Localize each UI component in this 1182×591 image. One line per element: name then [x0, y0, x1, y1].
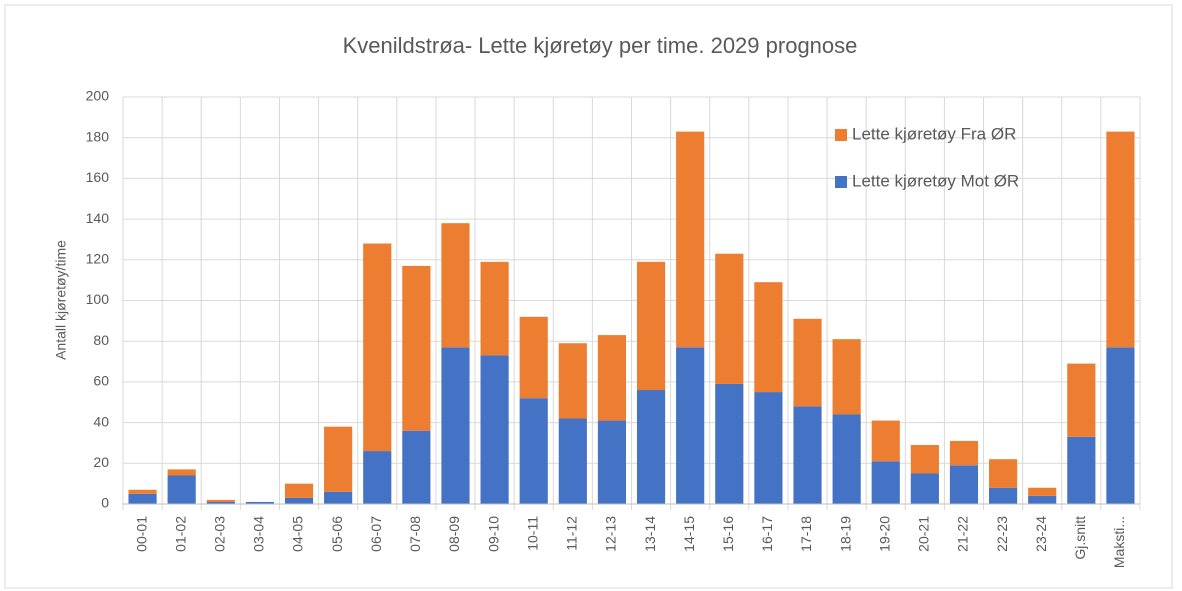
bar-segment — [363, 451, 392, 504]
y-tick-label: 180 — [86, 128, 110, 144]
bar-segment — [363, 243, 392, 452]
y-tick-label: 60 — [93, 373, 109, 389]
bar-segment — [1106, 131, 1135, 348]
bar-segment — [1067, 436, 1096, 504]
x-tick-label: 12-13 — [603, 516, 619, 552]
x-tick-label: 15-16 — [720, 516, 736, 552]
bar-segment — [676, 347, 705, 504]
x-tick-label: 14-15 — [681, 516, 697, 552]
x-tick-label: 22-23 — [994, 516, 1010, 552]
bar-segment — [402, 430, 431, 504]
bar-segment — [167, 475, 196, 504]
x-tick-label: 07-08 — [407, 516, 423, 552]
y-tick-label: 40 — [93, 413, 109, 429]
x-tick-label: 02-03 — [211, 516, 227, 552]
bar-segment — [441, 347, 470, 504]
bar-segment — [245, 501, 274, 504]
y-tick-label: 20 — [93, 454, 109, 470]
bar-segment — [558, 418, 587, 504]
y-tick-label: 80 — [93, 332, 109, 348]
bar-segment — [402, 265, 431, 431]
bar-segment — [597, 420, 627, 504]
bar-segment — [597, 335, 627, 421]
bar-segment — [793, 406, 822, 504]
y-tick-label: 120 — [86, 251, 110, 267]
bar-segment — [676, 131, 705, 348]
x-tick-label: 16-17 — [759, 516, 775, 552]
x-tick-label: 04-05 — [290, 516, 306, 552]
bar-segment — [910, 444, 939, 474]
bar-segment — [754, 282, 783, 393]
bar-segment — [206, 499, 235, 502]
x-tick-label: 19-20 — [876, 516, 892, 552]
x-tick-label: Gj.snitt — [1072, 516, 1088, 560]
bar-segment — [636, 261, 666, 391]
bar-segment — [871, 420, 900, 462]
bar-segment — [519, 398, 548, 504]
y-tick-label: 160 — [86, 169, 110, 185]
y-tick-label: 0 — [101, 495, 109, 511]
y-tick-label: 200 — [86, 88, 110, 104]
x-tick-label: 23-24 — [1033, 516, 1049, 552]
x-tick-label: 10-11 — [524, 516, 540, 551]
x-tick-label: 21-22 — [955, 516, 971, 552]
bar-segment — [636, 390, 666, 504]
x-tick-label: 05-06 — [329, 516, 345, 552]
legend-label: Lette kjøretøy Fra ØR — [852, 124, 1016, 143]
x-tick-label: 17-18 — [798, 516, 814, 552]
x-tick-label: 08-09 — [446, 516, 462, 552]
bar-segment — [1067, 363, 1096, 437]
x-tick-label: 01-02 — [172, 516, 188, 552]
bar-segment — [832, 414, 861, 504]
bar-segment — [871, 461, 900, 504]
x-tick-label: 03-04 — [251, 516, 267, 552]
bar-segment — [324, 491, 353, 504]
bar-segment — [1028, 487, 1057, 496]
bar-segment — [558, 343, 587, 419]
legend-label: Lette kjøretøy Mot ØR — [852, 171, 1019, 190]
bar-segment — [1106, 347, 1135, 504]
bar-segment — [519, 316, 548, 399]
x-tick-label: Maksti... — [1111, 516, 1127, 568]
bar-segment — [441, 223, 470, 348]
bar-segment — [480, 355, 509, 504]
bar-segment — [910, 473, 939, 504]
legend-swatch — [835, 176, 847, 188]
bar-segment — [715, 253, 744, 384]
bar-segment — [284, 483, 314, 498]
bar-segment — [949, 465, 979, 504]
x-tick-label: 00-01 — [133, 516, 149, 552]
bar-segment — [715, 383, 744, 504]
bar-segment — [989, 459, 1018, 488]
bar-segment — [167, 469, 196, 476]
bar-segment — [324, 426, 353, 492]
bar-segment — [989, 487, 1018, 504]
bar-segment — [128, 489, 157, 494]
bar-segment — [949, 440, 979, 466]
y-tick-label: 100 — [86, 291, 110, 307]
bar-segment — [206, 501, 235, 504]
y-axis-label: Antall kjøretøy/time — [53, 240, 69, 360]
x-tick-label: 18-19 — [837, 516, 853, 552]
x-tick-label: 06-07 — [368, 516, 384, 552]
y-tick-label: 140 — [86, 210, 110, 226]
bar-segment — [754, 392, 783, 504]
bar-segment — [832, 339, 861, 415]
bar-segment — [793, 318, 822, 407]
chart-title: Kvenildstrøa- Lette kjøretøy per time. 2… — [343, 33, 858, 58]
legend-swatch — [835, 129, 847, 141]
x-tick-label: 13-14 — [642, 516, 658, 552]
x-tick-label: 09-10 — [485, 516, 501, 552]
bar-segment — [1028, 495, 1057, 504]
bar-segment — [128, 493, 157, 504]
x-tick-label: 11-12 — [564, 516, 580, 551]
bar-segment — [480, 261, 509, 356]
x-tick-label: 20-21 — [916, 516, 932, 552]
bar-segment — [284, 497, 314, 504]
